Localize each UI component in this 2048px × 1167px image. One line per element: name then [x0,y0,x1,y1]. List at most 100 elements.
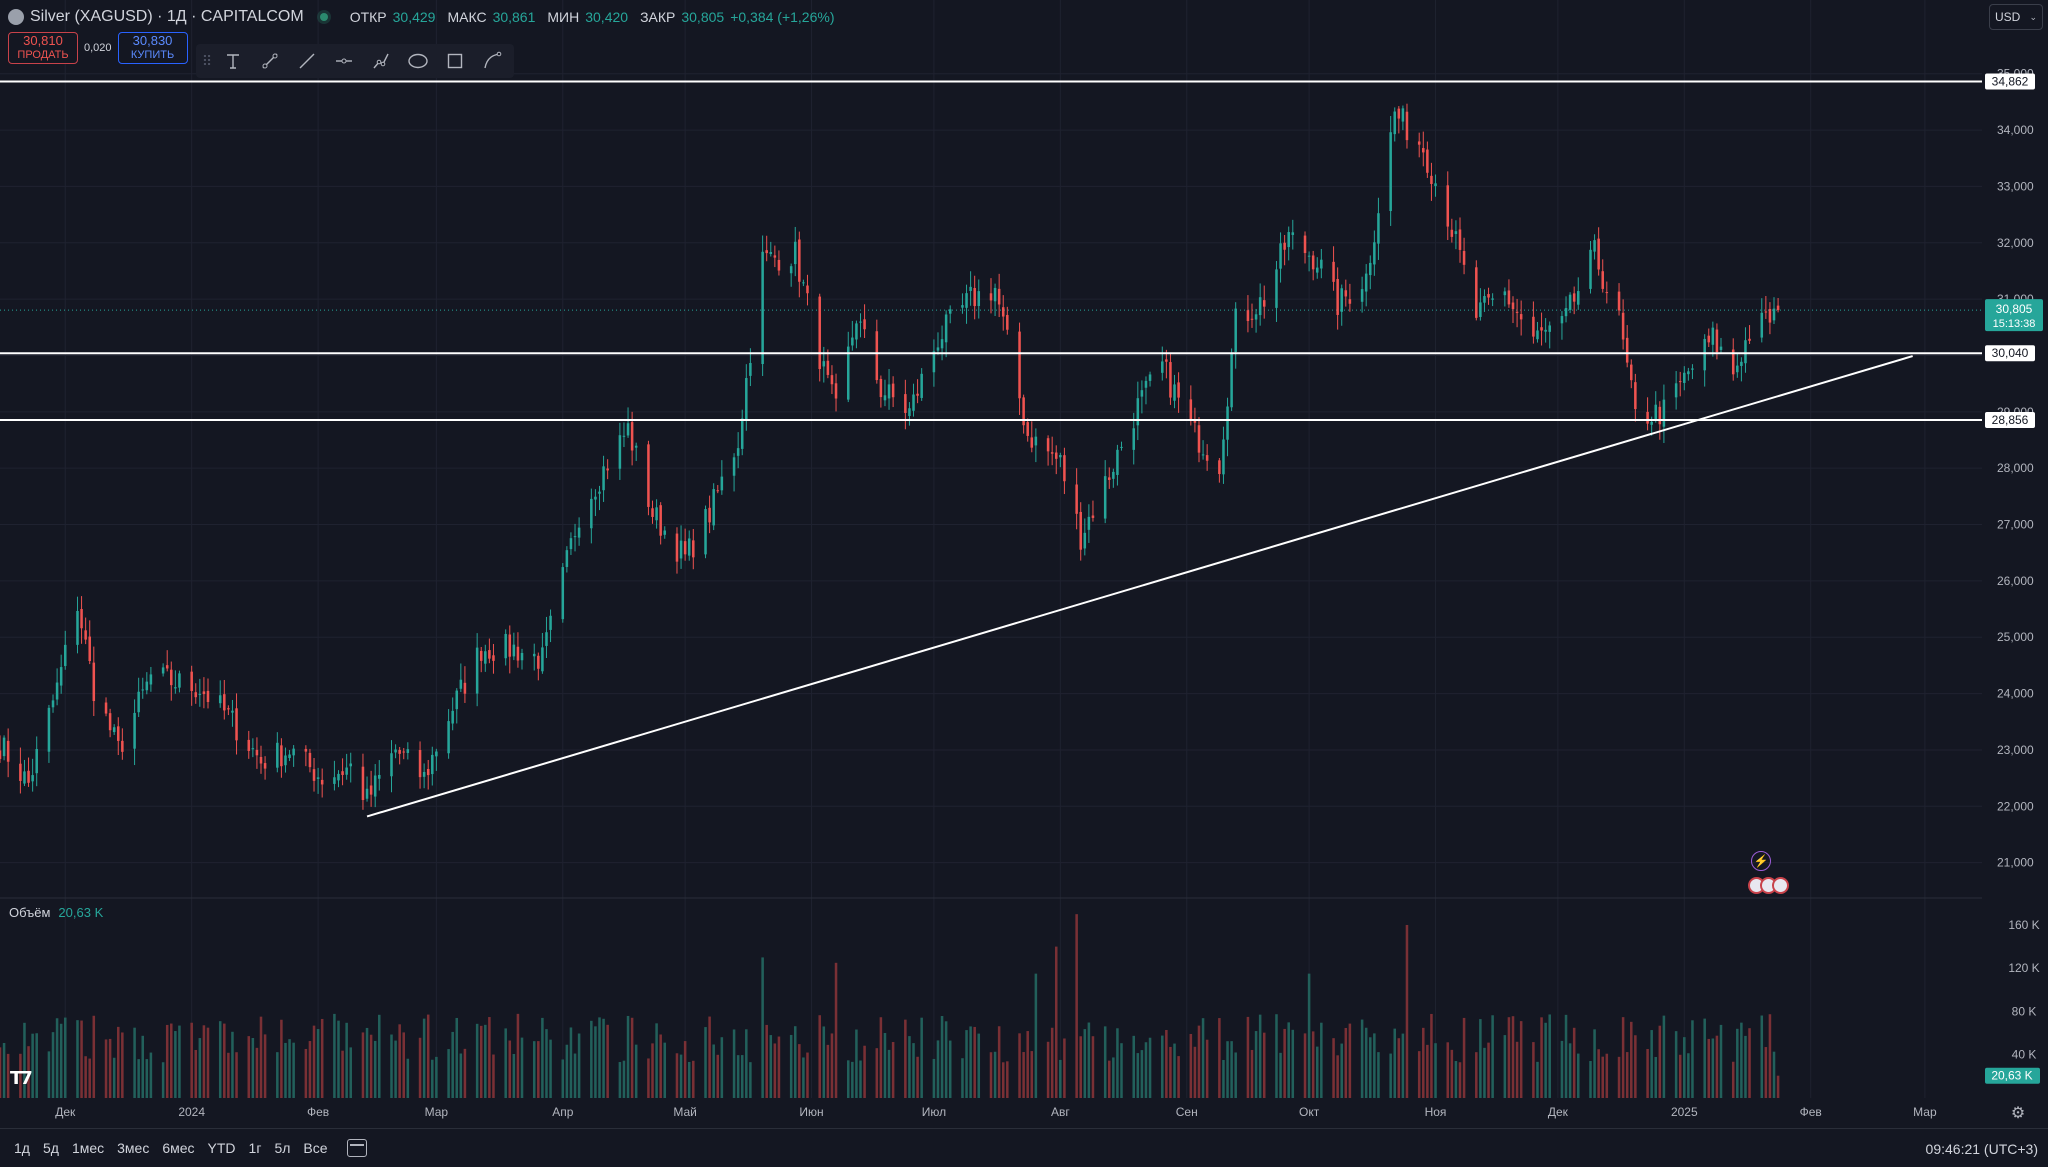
candle-body [263,763,267,769]
volume-bar [1148,1037,1152,1098]
range-button[interactable]: 3мес [117,1140,150,1156]
volume-bar [618,1062,622,1098]
chart-grid [0,0,1982,1098]
volume-bar [333,1013,336,1098]
candle-body [0,750,2,759]
volume-bar [1405,924,1409,1098]
curve-tool-icon[interactable] [473,44,510,78]
candle-body [422,772,426,777]
economic-events[interactable] [1748,877,1789,894]
volume-bar [1222,1059,1225,1098]
volume-bar [948,1040,952,1098]
buy-button[interactable]: 30,830 КУПИТЬ [117,32,188,64]
candle-body [1144,380,1148,388]
volume-bar [1022,1052,1025,1098]
volume-bar [1303,1033,1307,1098]
candle-body [1748,338,1751,341]
candle-body [679,540,683,559]
horizontal-ray-tool-icon[interactable] [325,44,362,78]
range-button[interactable]: 1д [14,1140,30,1156]
candle-body [851,337,854,346]
volume-bar [736,1055,740,1098]
candle-body [76,610,79,645]
candle-body [818,296,821,370]
candle-body [590,498,593,529]
volume-bar [1401,1033,1405,1098]
line-tool-icon[interactable] [288,44,325,78]
trend-line-tool-icon[interactable] [251,44,288,78]
range-button[interactable]: 1мес [71,1140,105,1156]
candle-body [1462,251,1466,265]
candle-body [1189,399,1193,420]
candle-body [1450,229,1454,237]
volume-label: Объём [9,905,51,920]
candle-body [2,737,6,757]
us-flag-icon[interactable] [1772,877,1789,894]
candle-body [337,773,340,781]
ohlc-open-value: 30,429 [392,9,436,25]
range-button[interactable]: 1г [248,1140,262,1156]
candle-body [398,749,401,754]
candle-body [251,748,255,750]
candle-body [1707,335,1711,343]
candle-body [426,769,430,776]
tradingview-logo[interactable]: T7 [10,1068,33,1089]
volume-bar [76,1020,79,1098]
candle-body [1205,455,1209,461]
candle-body [1046,438,1050,452]
volume-bar [692,1060,695,1098]
candlestick-chart[interactable]: 21,000 22,000 23,000 24,000 25,000 26,000 27,0… [0,0,2048,1128]
sell-button[interactable]: 30,810 ПРОДАТЬ [8,32,78,64]
volume-bar [940,1016,944,1098]
path-tool-icon[interactable] [362,44,399,78]
volume-bar [1597,1049,1600,1098]
candle-body [745,378,748,420]
candle-body [406,749,410,753]
candle-body [777,259,781,271]
volume-bar [402,1032,406,1098]
volume-bar [1050,1027,1054,1098]
candle-body [944,314,948,343]
text-tool-icon[interactable] [214,44,251,78]
candle-body [883,395,887,401]
gear-icon[interactable]: ⚙ [2010,1105,2026,1122]
candle-body [936,347,940,351]
drag-handle-icon[interactable]: ⠿ [201,52,213,69]
volume-bar [1332,1038,1335,1098]
volume-bar [108,1038,112,1098]
volume-bar [1279,1052,1282,1098]
range-button[interactable]: YTD [207,1140,236,1156]
time-tick-label: Авг [1051,1105,1070,1119]
volume-bar [231,1031,234,1098]
spread-value: 0,020 [84,42,112,54]
range-button[interactable]: 5д [42,1140,59,1156]
candle-body [1446,185,1450,227]
currency-select[interactable]: USD ⌄ [1989,4,2043,30]
candle-body [1026,422,1029,436]
candle-body [455,690,459,710]
rectangle-tool-icon[interactable] [436,44,473,78]
candle-body [634,445,638,448]
calendar-icon[interactable] [346,1139,367,1157]
symbol-title[interactable]: Silver (XAGUSD) · 1Д · CAPITALCOM [30,8,304,25]
range-button[interactable]: 6мес [162,1140,195,1156]
candle-body [704,509,707,555]
volume-bar [855,1029,858,1098]
candle-body [1393,111,1397,135]
lightning-icon[interactable]: ⚡ [1751,851,1771,871]
candle-body [1650,421,1653,425]
level-price-badge [1985,345,2035,362]
range-button[interactable]: 5л [274,1140,291,1156]
volume-bar [916,1056,919,1098]
range-button[interactable]: Все [303,1140,328,1156]
candle-body [549,615,552,630]
volume-bar [170,1023,173,1098]
volume-bar [1544,1022,1547,1098]
clock[interactable]: 09:46:21 (UTC+3) [1925,1141,2038,1157]
candle-body [1108,477,1111,480]
chevron-down-icon: ⌄ [2029,11,2037,22]
ellipse-tool-icon[interactable] [399,44,436,78]
volume-bar [431,1059,434,1098]
candle-body [1560,316,1564,324]
user-drawings[interactable] [0,80,1982,818]
